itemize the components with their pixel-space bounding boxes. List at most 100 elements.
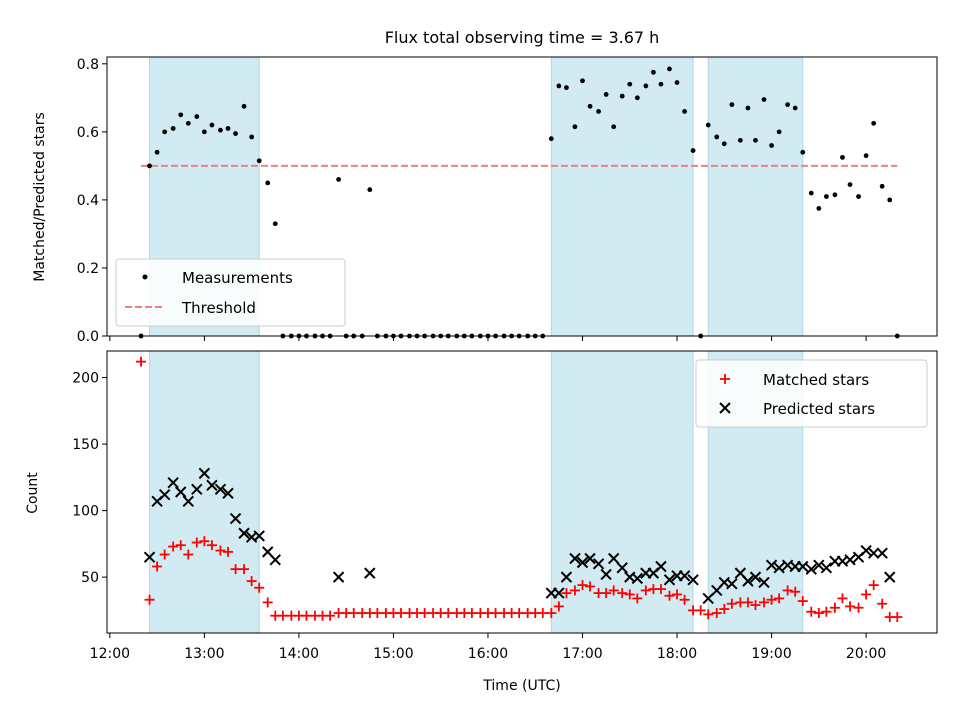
predicted-point <box>860 544 872 557</box>
predicted-point-b <box>191 483 203 496</box>
predicted-point-b <box>607 552 620 565</box>
measurement-point <box>627 81 633 87</box>
predicted-point <box>229 512 242 525</box>
predicted-point <box>742 575 754 587</box>
ratio-panel: 0.00.20.40.60.8 Matched/Predicted stars … <box>32 56 938 345</box>
predicted-point-b <box>553 587 565 599</box>
matched-point <box>553 601 564 612</box>
matched-point <box>144 594 155 605</box>
x-tick-label: 12:00 <box>90 646 130 662</box>
predicted-point <box>687 574 699 586</box>
count-legend-box <box>695 359 928 428</box>
measurement-point <box>572 124 578 130</box>
count-panel-y-ticks: 50 100 150 200 <box>72 371 107 586</box>
matched-point <box>632 593 643 604</box>
x-tick-label: 20:00 <box>846 646 886 662</box>
matched-point <box>577 580 588 591</box>
predicted-point-b <box>592 558 605 570</box>
ratio-legend-box <box>115 258 346 327</box>
measurement-point <box>201 129 207 135</box>
predicted-point <box>616 562 628 574</box>
predicted-point-b <box>687 574 699 586</box>
measurement-point <box>218 127 223 133</box>
measurement-point <box>580 78 585 84</box>
predicted-point-b <box>813 559 825 571</box>
predicted-stars-points <box>143 467 896 605</box>
ratio-panel-frame <box>106 56 938 337</box>
legend-predicted-glyph-b <box>719 402 731 414</box>
matched-point <box>546 608 557 619</box>
matched-point <box>175 540 186 551</box>
predicted-point-b <box>600 568 612 581</box>
x-tick-label: 19:00 <box>751 646 791 662</box>
matched-point <box>806 606 817 617</box>
measurement-point <box>556 83 562 89</box>
matched-point <box>742 597 753 608</box>
measurement-point <box>336 177 342 182</box>
predicted-point <box>607 552 620 565</box>
measurement-point <box>194 114 200 119</box>
measurement-point <box>233 131 238 136</box>
matched-point <box>191 537 202 548</box>
predicted-point-b <box>758 576 770 589</box>
predicted-point <box>765 559 778 571</box>
measurement-point <box>619 93 625 99</box>
x-tick-label: 16:00 <box>468 646 508 662</box>
matched-point <box>601 588 612 599</box>
y-tick-label: 50 <box>81 570 99 586</box>
measurement-point <box>737 137 743 143</box>
matched-point <box>262 597 273 608</box>
predicted-point <box>631 572 644 585</box>
measurement-point <box>729 102 735 108</box>
y-tick-label: 200 <box>72 371 99 387</box>
matched-point <box>845 601 856 612</box>
matched-point <box>719 604 730 615</box>
predicted-point <box>576 556 589 569</box>
matched-point <box>868 580 879 591</box>
count-panel-xlabel: Time (UTC) <box>482 678 560 694</box>
predicted-point <box>206 479 218 492</box>
matched-point <box>853 602 864 613</box>
predicted-point-b <box>364 567 376 579</box>
predicted-point-b <box>820 562 833 574</box>
matched-point <box>797 596 808 607</box>
predicted-point <box>797 560 809 573</box>
ratio-panel-y-ticks: 0.0 0.2 0.4 0.6 0.8 <box>77 57 107 345</box>
measurement-point <box>272 221 278 227</box>
y-tick-label: 0.2 <box>77 261 99 277</box>
ratio-panel-ylabel: Matched/Predicted stars <box>32 112 48 282</box>
count-panel-ylabel: Count <box>25 472 41 514</box>
measurement-point <box>548 136 554 142</box>
predicted-point <box>805 563 817 575</box>
matched-point <box>348 608 359 619</box>
matched-point <box>766 594 777 605</box>
measurement-point <box>170 126 176 131</box>
predicted-point <box>867 547 880 559</box>
predicted-point <box>592 558 605 570</box>
predicted-point <box>364 567 376 579</box>
measurement-point <box>643 83 649 89</box>
measurement-point <box>249 134 255 140</box>
measurement-point <box>265 180 271 186</box>
matched-point <box>443 608 454 619</box>
x-tick-label: 17:00 <box>562 646 602 662</box>
matched-point <box>514 608 525 619</box>
predicted-point <box>844 554 856 566</box>
predicted-point <box>553 587 565 599</box>
predicted-point-b <box>742 575 754 587</box>
predicted-point-b <box>616 562 628 574</box>
legend-matched-glyph <box>720 374 730 384</box>
measurement-point <box>785 102 791 108</box>
measurement-point <box>674 80 680 85</box>
predicted-point-b <box>182 495 195 508</box>
measurement-point <box>147 163 152 169</box>
y-tick-label: 150 <box>72 437 99 453</box>
matched-point <box>892 612 903 623</box>
matched-point <box>246 576 257 587</box>
predicted-point-b <box>229 512 242 525</box>
measurement-point <box>603 92 609 97</box>
matched-point <box>254 582 265 593</box>
matched-point <box>223 546 234 557</box>
matched-point <box>790 586 801 597</box>
